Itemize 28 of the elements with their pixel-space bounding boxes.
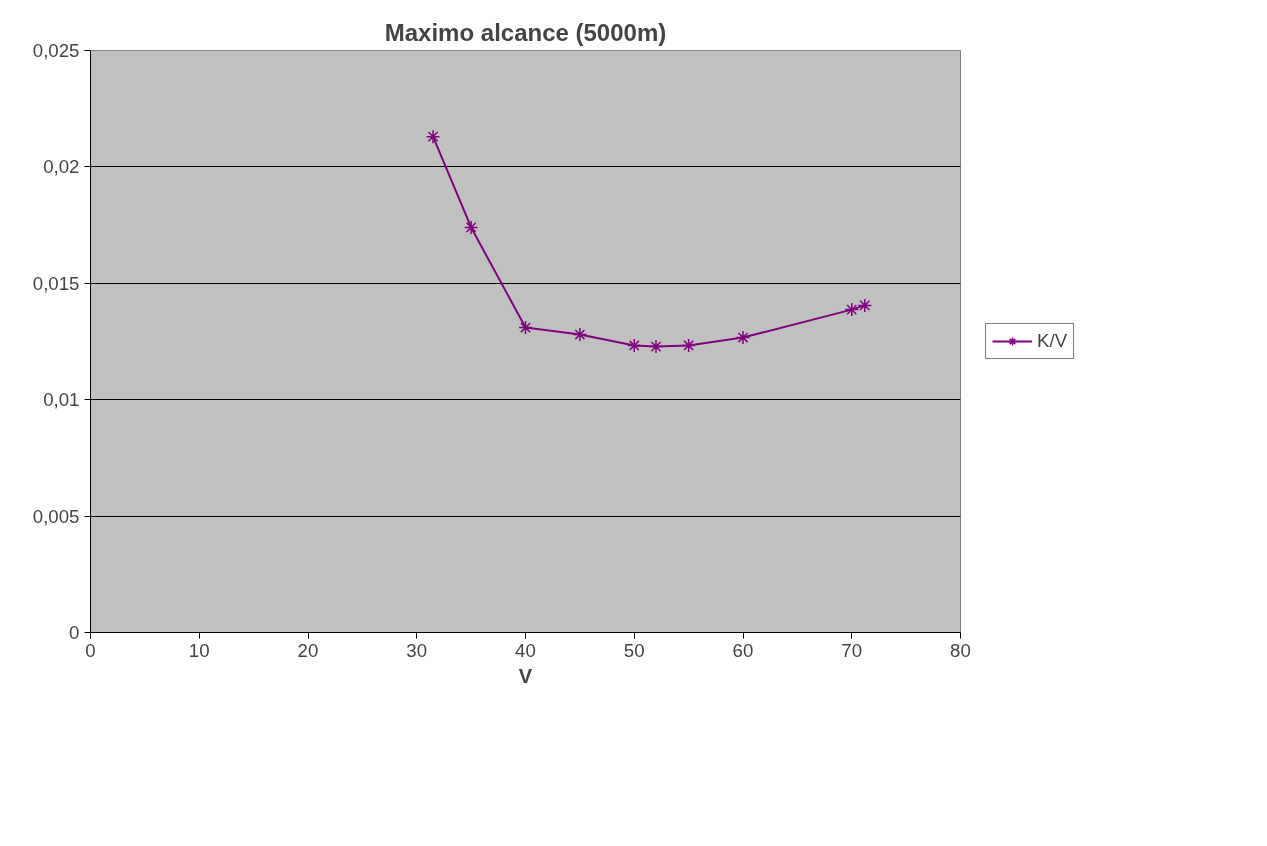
- y-tick-label: 0,02: [43, 156, 80, 178]
- point: [648, 339, 664, 354]
- y-tick-label: 0,015: [32, 272, 80, 294]
- y-tick-label: 0,01: [43, 389, 80, 411]
- x-tick-label: 0: [85, 639, 96, 661]
- point: [627, 338, 642, 353]
- x-axis-title: V: [518, 664, 533, 687]
- y-tick-label: 0,005: [32, 505, 80, 527]
- point: [572, 327, 588, 342]
- x-tick-label: 60: [732, 639, 754, 661]
- point: [681, 338, 696, 353]
- x-tick-label: 70: [841, 639, 863, 661]
- point: [518, 320, 533, 335]
- x-tick-label: 50: [623, 639, 645, 661]
- point: [463, 220, 479, 235]
- x-tick-label: 80: [950, 639, 971, 661]
- point: [844, 302, 859, 317]
- point: [735, 330, 751, 345]
- x-tick-label: 30: [406, 639, 428, 661]
- x-tick-label: 10: [188, 639, 210, 661]
- x-tick-label: 40: [515, 639, 536, 661]
- legend-label: K/V: [1037, 330, 1068, 352]
- chart-title: Maximo alcance (5000m): [384, 18, 667, 46]
- point: [857, 298, 873, 313]
- x-tick-label: 20: [297, 639, 319, 661]
- point: [425, 129, 441, 144]
- y-tick-label: 0,025: [32, 40, 80, 61]
- y-tick-label: 0: [69, 622, 80, 643]
